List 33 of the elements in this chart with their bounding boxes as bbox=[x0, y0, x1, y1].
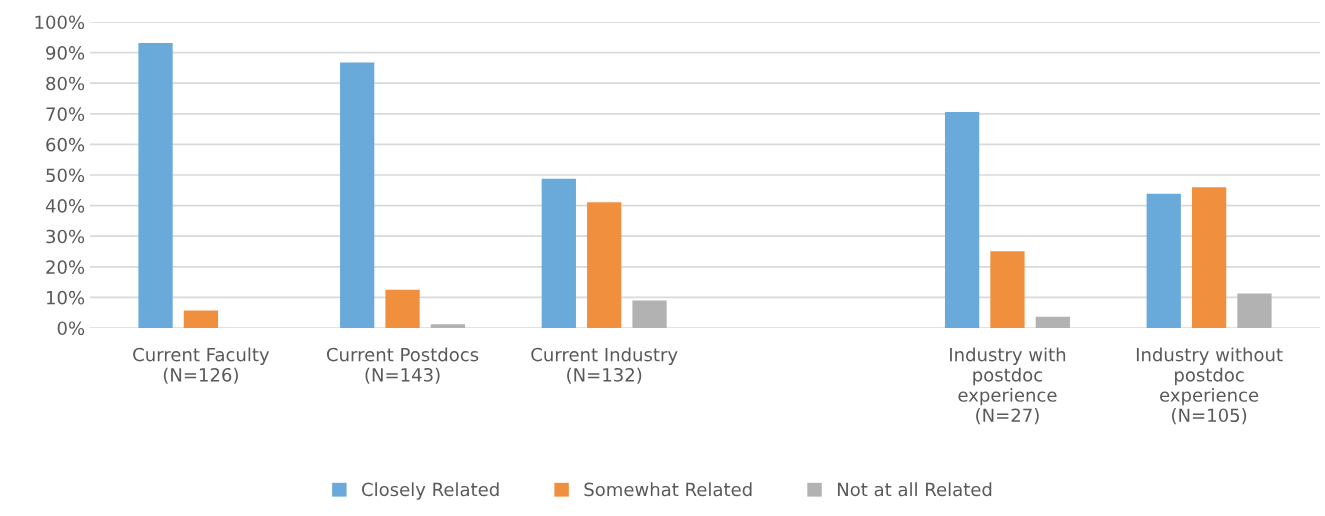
bar bbox=[138, 43, 173, 328]
y-tick-label: 100% bbox=[35, 15, 85, 30]
bar bbox=[340, 62, 375, 328]
bar bbox=[430, 324, 466, 328]
bar bbox=[1191, 187, 1227, 328]
bar bbox=[385, 289, 420, 328]
y-tick-label: 70% bbox=[46, 107, 85, 121]
bar bbox=[541, 178, 576, 328]
y-tick-label: 90% bbox=[46, 46, 85, 60]
bar bbox=[183, 310, 219, 328]
y-tick-label: 0% bbox=[57, 321, 85, 336]
y-tick-label: 30% bbox=[46, 229, 85, 244]
bar bbox=[632, 300, 667, 328]
bar bbox=[1035, 316, 1070, 328]
x-tick-label: Current Industry (N=132) bbox=[531, 347, 678, 384]
legend-label: Closely Related bbox=[362, 482, 499, 500]
y-tick-label: 40% bbox=[45, 199, 85, 213]
x-tick-label: Industry with postdoc experience (N=27) bbox=[950, 347, 1066, 425]
x-tick-label: Current Postdocs (N=143) bbox=[326, 347, 479, 384]
legend-label: Somewhat Related bbox=[584, 482, 752, 497]
y-tick-label: 10% bbox=[46, 290, 85, 305]
y-tick-label: 80% bbox=[46, 76, 85, 91]
y-tick-label: 20% bbox=[46, 260, 85, 274]
bar bbox=[1146, 193, 1181, 328]
x-tick-label: Current Faculty (N=126) bbox=[133, 347, 270, 384]
bar bbox=[1237, 293, 1272, 328]
y-tick-label: 50% bbox=[46, 168, 85, 183]
x-tick-label: Industry without postdoc experience (N=105) bbox=[1136, 347, 1283, 425]
bar bbox=[990, 251, 1025, 328]
legend-label: Not at all Related bbox=[837, 482, 992, 497]
bar bbox=[944, 111, 980, 328]
bar bbox=[587, 202, 622, 328]
y-tick-label: 60% bbox=[46, 137, 85, 152]
